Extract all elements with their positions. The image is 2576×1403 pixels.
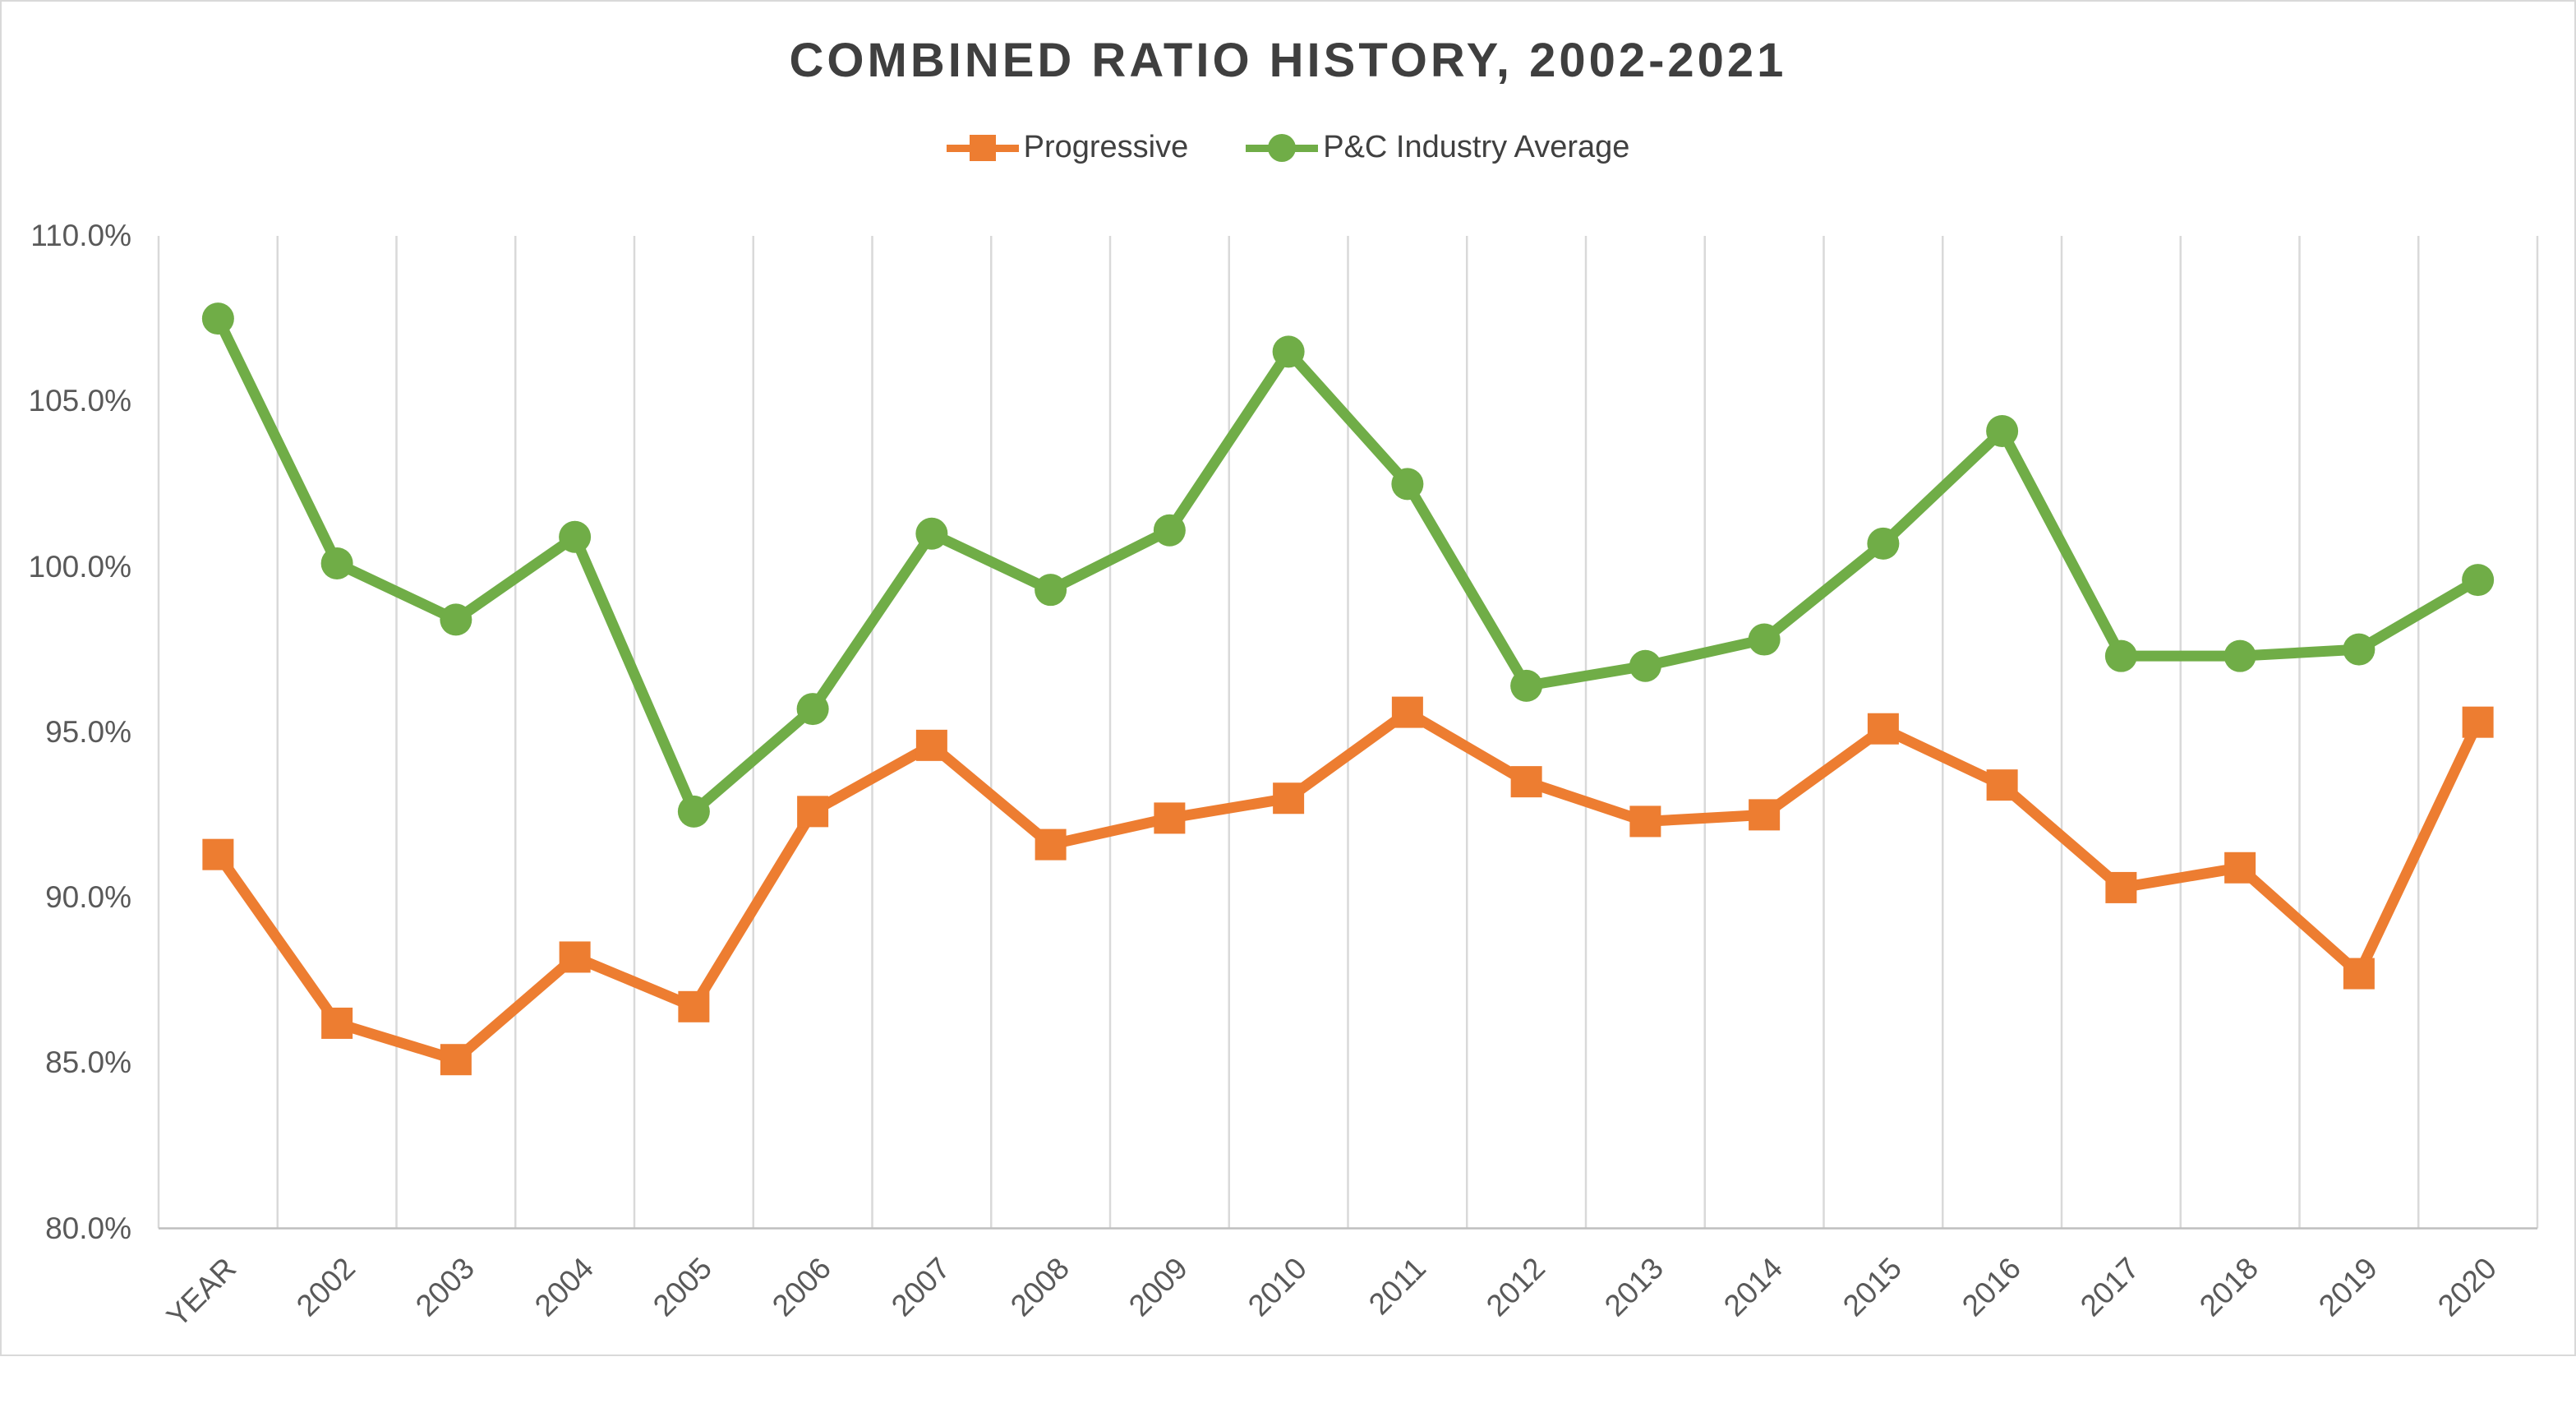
data-point-progressive (1629, 805, 1661, 838)
chart-frame (0, 0, 2576, 1356)
y-axis-tick-label: 100.0% (28, 549, 132, 584)
series-line-p-c-industry-average (212, 313, 2484, 817)
legend-label: Progressive (1023, 130, 1189, 164)
data-point-p-c-industry-average (1153, 514, 1186, 547)
plot-svg (157, 236, 2539, 1230)
data-point-progressive (1986, 769, 2018, 801)
data-point-progressive (915, 729, 947, 761)
data-point-progressive (321, 1007, 353, 1039)
y-axis-tick-label: 105.0% (28, 384, 132, 418)
data-point-progressive (1867, 713, 1899, 745)
series-line-progressive (212, 707, 2484, 1065)
data-point-progressive (1035, 828, 1067, 861)
data-point-progressive (2105, 871, 2137, 903)
data-point-p-c-industry-average (2462, 564, 2495, 597)
y-axis-tick-label: 85.0% (45, 1045, 131, 1080)
data-point-progressive (2462, 706, 2494, 738)
data-point-p-c-industry-average (1629, 649, 1661, 682)
y-axis-tick-label: 90.0% (45, 880, 131, 914)
data-point-p-c-industry-average (320, 547, 353, 579)
data-point-p-c-industry-average (1035, 574, 1067, 607)
data-point-progressive (1154, 802, 1186, 834)
data-point-p-c-industry-average (2104, 639, 2137, 672)
y-axis-tick-label: 80.0% (45, 1211, 131, 1245)
data-point-p-c-industry-average (2223, 639, 2256, 672)
circle-marker-icon (1246, 132, 1319, 164)
square-marker-icon (946, 132, 1019, 164)
data-point-p-c-industry-average (677, 795, 710, 828)
chart-title: COMBINED RATIO HISTORY, 2002-2021 (789, 34, 1787, 87)
data-point-progressive (1391, 696, 1423, 728)
data-point-progressive (1510, 766, 1542, 798)
data-point-progressive (1749, 799, 1781, 831)
data-point-p-c-industry-average (1272, 335, 1305, 368)
data-point-progressive (797, 796, 829, 828)
data-point-progressive (678, 990, 710, 1022)
legend: Progressive P&C Industry Average (0, 130, 2576, 165)
legend-item-progressive[interactable]: Progressive (946, 130, 1189, 165)
y-axis-tick-label: 95.0% (45, 714, 131, 749)
data-point-p-c-industry-average (1748, 623, 1781, 656)
data-point-progressive (202, 838, 234, 870)
legend-item-p-c-industry-average[interactable]: P&C Industry Average (1246, 130, 1629, 165)
data-point-p-c-industry-average (201, 302, 234, 335)
data-point-p-c-industry-average (915, 517, 948, 550)
y-axis-tick-label: 110.0% (30, 219, 131, 252)
data-point-progressive (440, 1044, 472, 1076)
data-point-p-c-industry-average (1510, 669, 1543, 702)
data-point-progressive (2224, 851, 2256, 884)
data-point-progressive (559, 941, 591, 973)
data-point-p-c-industry-average (796, 693, 829, 726)
data-point-p-c-industry-average (559, 520, 592, 553)
data-point-p-c-industry-average (2343, 633, 2376, 666)
data-point-progressive (1273, 782, 1305, 815)
legend-label: P&C Industry Average (1323, 130, 1630, 164)
data-point-progressive (2343, 958, 2375, 990)
data-point-p-c-industry-average (1986, 414, 2019, 447)
data-point-p-c-industry-average (1867, 527, 1900, 560)
data-point-p-c-industry-average (1391, 468, 1424, 501)
data-point-p-c-industry-average (440, 603, 472, 636)
